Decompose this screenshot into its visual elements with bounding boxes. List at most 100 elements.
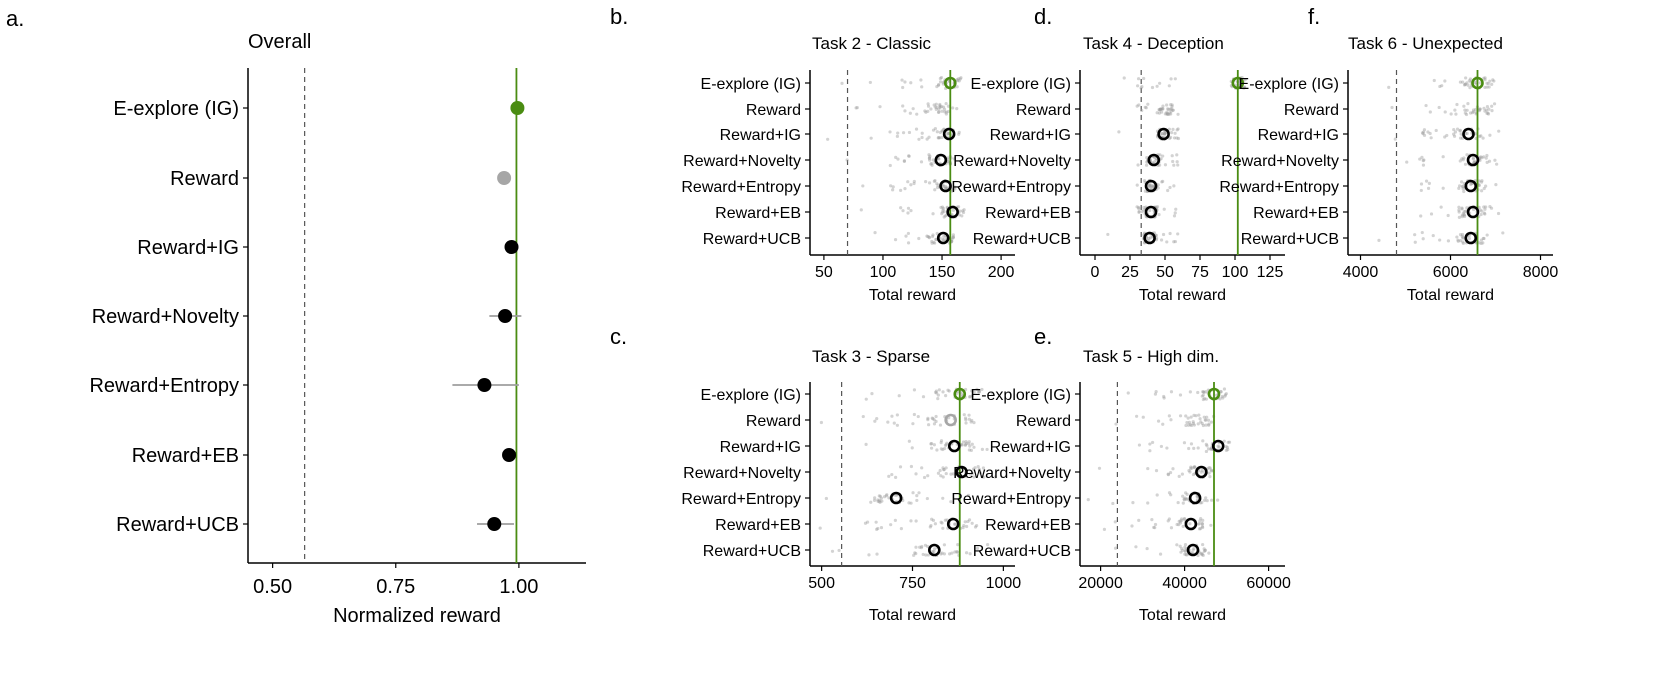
jitter-point-f	[1461, 184, 1465, 188]
y-tick-label-e: Reward+EB	[985, 517, 1071, 534]
jitter-point-d	[1145, 160, 1149, 164]
jitter-point-b	[940, 109, 944, 113]
jitter-point-c	[939, 441, 943, 445]
y-tick-label-b: Reward+Novelty	[683, 153, 801, 170]
jitter-point-c	[950, 551, 954, 555]
data-point	[502, 448, 517, 462]
chart-title-f: Task 6 - Unexpected	[1348, 34, 1503, 53]
jitter-point-f	[1455, 127, 1460, 131]
jitter-point-e	[1207, 471, 1211, 475]
jitter-point-c	[980, 475, 984, 479]
jitter-point-d	[1162, 207, 1166, 211]
jitter-point-c	[872, 498, 877, 502]
jitter-point-c	[878, 500, 882, 504]
jitter-point-f	[1421, 237, 1425, 241]
jitter-point-c	[982, 475, 986, 479]
jitter-point-b	[938, 103, 942, 108]
jitter-point-d	[1169, 112, 1173, 116]
jitter-point-e	[1204, 397, 1208, 401]
jitter-point-d	[1173, 211, 1177, 215]
jitter-point-e	[1192, 423, 1196, 427]
jitter-point-e	[1153, 526, 1157, 530]
panel-label-e: e.	[1034, 324, 1052, 349]
jitter-point-e	[1196, 522, 1200, 526]
jitter-point-f	[1484, 108, 1489, 112]
jitter-point-c	[911, 422, 915, 426]
jitter-point-b	[909, 209, 913, 213]
jitter-point-b	[903, 80, 907, 84]
jitter-point-e	[1207, 422, 1211, 426]
jitter-point-d	[1171, 108, 1175, 112]
jitter-point-e	[1185, 420, 1189, 425]
jitter-point-d	[1122, 76, 1126, 80]
jitter-point-e	[1204, 423, 1208, 427]
jitter-point-b	[894, 155, 898, 159]
jitter-point-e	[1201, 553, 1205, 557]
jitter-point-f	[1479, 238, 1484, 242]
jitter-point-b	[942, 237, 946, 242]
jitter-point-e	[1184, 414, 1188, 418]
jitter-point-b	[933, 179, 937, 183]
jitter-point-b	[935, 105, 939, 110]
jitter-point-e	[1207, 466, 1211, 470]
jitter-point-f	[1486, 81, 1490, 86]
jitter-point-d	[1158, 108, 1162, 112]
jitter-point-d	[1175, 128, 1179, 132]
jitter-point-f	[1465, 131, 1469, 136]
jitter-point-e	[1202, 397, 1207, 401]
jitter-point-f	[1474, 107, 1478, 112]
jitter-point-c	[918, 545, 922, 549]
jitter-point-b	[950, 189, 954, 193]
jitter-point-b	[907, 130, 912, 135]
jitter-point-e	[1178, 544, 1182, 548]
jitter-point-d	[1167, 84, 1171, 88]
jitter-point-e	[1201, 439, 1205, 443]
jitter-point-f	[1424, 103, 1428, 108]
jitter-point-e	[1159, 444, 1164, 449]
jitter-point-d	[1165, 111, 1169, 116]
jitter-point-c	[824, 496, 828, 501]
jitter-point-e	[1145, 546, 1149, 551]
jitter-point-f	[1469, 181, 1474, 186]
jitter-point-d	[1166, 112, 1170, 116]
jitter-point-e	[1177, 474, 1181, 478]
jitter-point-b	[944, 101, 948, 106]
jitter-point-e	[1200, 522, 1205, 526]
x-tick-label-f: 8000	[1523, 264, 1559, 281]
jitter-point-c	[939, 520, 943, 524]
jitter-point-b	[961, 210, 966, 215]
jitter-point-e	[1201, 542, 1205, 547]
jitter-point-b	[938, 80, 943, 84]
jitter-point-c	[964, 551, 969, 555]
jitter-point-d	[1165, 103, 1169, 107]
jitter-point-f	[1458, 129, 1462, 133]
jitter-point-b	[941, 208, 945, 212]
jitter-point-e	[1199, 420, 1203, 424]
jitter-point-b	[909, 81, 913, 85]
y-tick-label-e: Reward+Entropy	[951, 491, 1071, 508]
jitter-point-f	[1443, 110, 1447, 114]
jitter-point-e	[1196, 422, 1200, 426]
jitter-point-d	[1176, 112, 1180, 116]
jitter-point-e	[1153, 392, 1158, 396]
jitter-point-b	[917, 137, 921, 141]
jitter-point-f	[1456, 239, 1460, 243]
jitter-point-f	[1465, 206, 1469, 210]
jitter-point-d	[1171, 108, 1175, 112]
x-tick-label-e: 40000	[1162, 575, 1207, 592]
jitter-point-c	[912, 412, 916, 417]
jitter-point-b	[906, 231, 911, 236]
jitter-point-f	[1477, 109, 1482, 113]
data-point	[487, 517, 502, 531]
jitter-point-b	[869, 136, 873, 140]
jitter-point-c	[914, 545, 918, 549]
jitter-point-c	[867, 553, 871, 557]
jitter-point-d	[1163, 132, 1167, 136]
jitter-point-b	[942, 105, 946, 109]
jitter-point-e	[1185, 492, 1189, 496]
y-tick-label-d: Reward+UCB	[973, 231, 1071, 248]
jitter-point-f	[1488, 79, 1492, 83]
jitter-point-e	[1192, 413, 1196, 417]
jitter-point-b	[939, 205, 943, 210]
jitter-point-b	[951, 208, 955, 212]
